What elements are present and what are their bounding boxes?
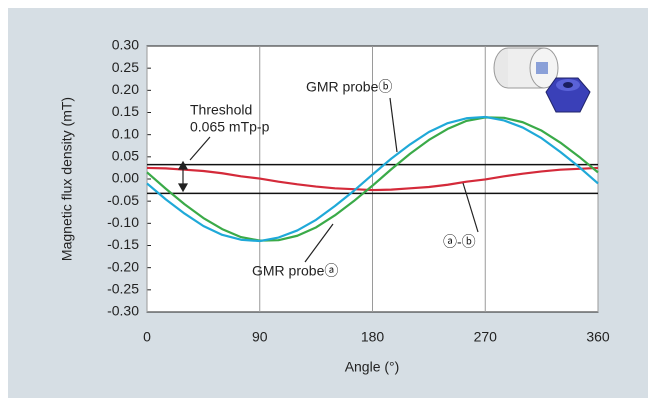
x-tick-label: 90 [252,329,268,345]
series-line [146,166,599,192]
leaders [177,97,479,263]
annotation: Threshold [190,102,252,118]
y-tick-label: -0.25 [107,281,139,297]
y-tick-label: 0.15 [112,103,139,119]
annotation: 0.065 mTp-p [190,119,270,135]
series-line [146,116,599,242]
y-tick-label: 0.00 [112,170,139,186]
x-tick-label: 270 [474,329,498,345]
y-tick-label: 0.20 [112,81,139,97]
y-axis-title: Magnetic flux density (mT) [59,97,75,261]
y-tick-label: -0.15 [107,236,139,252]
series-label: ⓐ-ⓑ [443,234,476,250]
probe-image [493,47,591,113]
y-tick-label: 0.10 [112,125,139,141]
y-tick-label: 0.30 [112,37,139,53]
y-tick-label: -0.10 [107,214,139,230]
y-tick-label: -0.20 [107,258,139,274]
x-tick-label: 360 [586,329,610,345]
series-label: GMR probeⓐ [252,263,338,279]
x-tick-label: 0 [143,329,151,345]
series-label: GMR probeⓑ [306,79,392,95]
y-tick-label: -0.05 [107,192,139,208]
y-tick-label: 0.05 [112,148,139,164]
y-tick-label: 0.25 [112,59,139,75]
plot-lines [146,115,599,243]
series-line [146,115,599,243]
x-tick-label: 180 [361,329,385,345]
x-axis-title: Angle (°) [345,359,400,375]
y-tick-label: -0.30 [107,303,139,319]
